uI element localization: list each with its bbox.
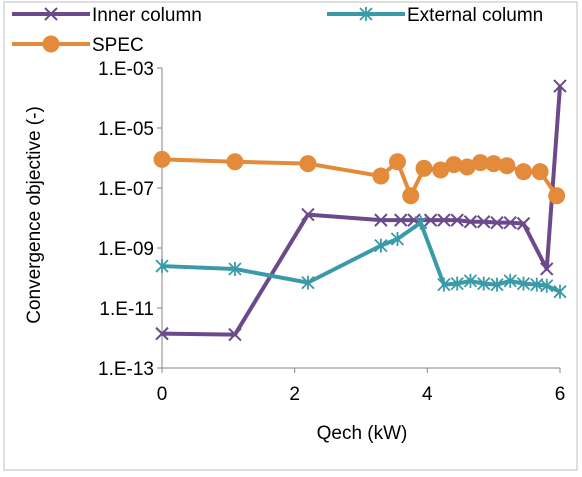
y-tick-label: 1.E-07 [98,179,154,200]
data-point [301,275,315,290]
x-tick-label: 0 [157,384,168,405]
data-point [228,327,242,342]
series-inner-column [155,79,567,342]
legend-marker [44,7,58,21]
chart-border [3,1,578,471]
data-point [498,157,516,175]
data-point [548,187,566,205]
legend-marker [359,7,373,21]
series-spec [153,150,566,205]
data-point [503,215,517,230]
data-point [553,284,567,299]
data-point [490,215,504,230]
legend-item: SPEC [12,35,144,56]
data-point [450,213,464,227]
y-tick-label: 1.E-05 [98,119,154,140]
series-line [161,220,561,294]
series-line [161,85,562,337]
data-point [155,259,169,274]
data-point [374,213,388,227]
x-tick-label: 4 [422,384,433,405]
x-tick-label: 2 [289,384,300,405]
data-point [540,262,554,276]
data-point [450,276,464,291]
data-point [299,155,317,173]
x-axis-label: Qech (kW) [317,423,408,444]
data-point [155,326,169,341]
y-tick-label: 1.E-03 [98,59,154,80]
data-point [402,187,420,205]
series-layer [153,79,567,342]
legend-label: SPEC [92,35,144,56]
data-point [490,277,504,292]
data-point [374,238,388,253]
data-point [388,153,406,171]
data-point [437,213,451,227]
data-point [458,158,476,176]
data-point [485,155,503,173]
data-point [463,215,478,229]
data-point [553,79,567,93]
legend-item: External column [327,5,543,26]
y-tick-label: 1.E-13 [98,359,154,380]
data-point [414,215,428,230]
data-point [301,207,315,222]
data-point [540,278,554,293]
y-axis-label: Convergence objective (-) [24,106,45,324]
data-point [423,213,438,227]
series-external-column [155,215,567,299]
data-point [390,231,405,246]
data-point [394,213,408,227]
legend-label: Inner column [92,5,202,26]
x-tick-label: 6 [555,384,566,405]
legend-marker [42,35,60,53]
data-point [471,154,489,172]
legend-item: Inner column [12,5,202,26]
y-tick-label: 1.E-09 [98,239,154,260]
data-point [515,163,533,181]
data-point [516,216,531,231]
data-point [445,156,463,174]
axes: 1.E-13 1.E-11 1.E-09 1.E-07 1.E-05 1.E-03 0 2 4 6 [98,59,565,405]
data-point [503,273,517,288]
y-tick-label: 1.E-11 [99,299,154,320]
data-point [477,276,491,291]
data-point [477,215,491,229]
data-point [463,273,478,288]
data-point [437,277,451,292]
data-point [153,150,171,168]
data-point [432,161,450,179]
data-point [531,163,549,181]
data-point [372,167,390,185]
data-point [415,159,433,177]
data-point [228,261,242,276]
data-point [516,276,531,291]
legend-label: External column [407,5,543,26]
data-point [226,153,244,171]
legend: Inner column External column SPEC [12,5,543,56]
